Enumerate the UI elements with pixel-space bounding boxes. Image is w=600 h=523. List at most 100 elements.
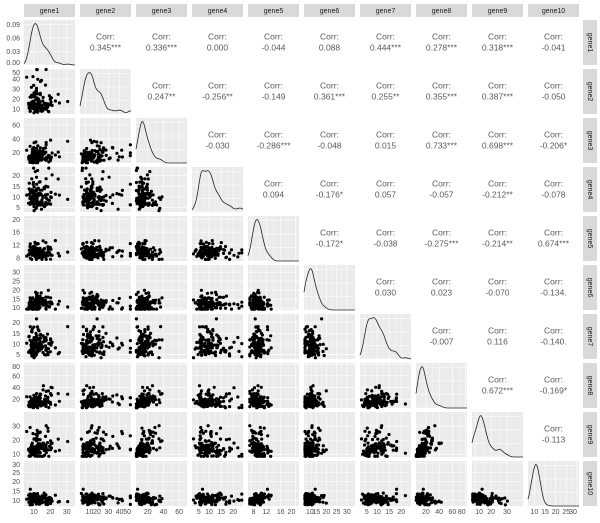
scatter-point	[202, 338, 206, 342]
scatter-point	[40, 297, 44, 301]
scatter-point	[303, 395, 307, 399]
panel-gene5-gene10: Corr:0.674***	[538, 228, 570, 249]
scatter-point	[214, 451, 218, 455]
scatter-point	[33, 343, 37, 347]
scatter-point	[377, 384, 381, 388]
scatter-point	[200, 343, 204, 347]
row-strip-gene3	[583, 118, 597, 163]
scatter-point	[137, 188, 141, 192]
scatter-point	[140, 338, 144, 342]
scatter-point	[41, 334, 45, 338]
scatter-point	[313, 453, 317, 457]
scatter-point	[202, 448, 206, 452]
scatter-point	[90, 338, 94, 342]
scatter-point	[50, 173, 54, 177]
scatter-point	[391, 448, 395, 452]
scatter-point	[214, 432, 219, 436]
scatter-point	[148, 170, 152, 174]
scatter-point	[159, 392, 163, 396]
corr-label: Corr:	[376, 130, 395, 140]
scatter-point	[218, 448, 222, 452]
scatter-point	[313, 325, 317, 329]
scatter-point	[363, 439, 367, 443]
column-strip-label: gene9	[488, 8, 508, 15]
scatter-point	[49, 296, 53, 300]
scatter-point	[250, 428, 254, 432]
scatter-point	[304, 437, 308, 441]
scatter-point	[366, 434, 370, 438]
scatter-point	[47, 160, 51, 164]
scatter-point	[32, 400, 36, 404]
scatter-point	[49, 103, 53, 107]
scatter-point	[29, 397, 33, 401]
scatter-point	[324, 389, 328, 393]
scatter-point	[150, 352, 154, 357]
scatter-point	[104, 249, 108, 253]
scatter-point	[210, 239, 214, 243]
scatter-point	[144, 306, 148, 310]
scatter-point	[35, 96, 39, 100]
scatter-point	[218, 395, 223, 399]
scatter-point	[157, 424, 161, 428]
scatter-point	[200, 404, 204, 408]
scatter-point	[142, 429, 146, 433]
scatter-point	[34, 432, 38, 437]
scatter-point	[42, 157, 47, 161]
scatter-point	[46, 399, 50, 403]
scatter-point	[395, 392, 399, 396]
scatter-point	[219, 348, 223, 352]
scatter-point	[82, 388, 86, 392]
panel-gene3-gene2	[79, 118, 132, 165]
corr-label: Corr:	[208, 32, 227, 42]
scatter-point	[211, 454, 215, 458]
corr-value: -0.149	[261, 92, 285, 102]
panel-gene4-gene6: Corr:-0.176*	[316, 179, 344, 200]
column-strip-gene8	[416, 4, 467, 17]
scatter-point	[128, 350, 132, 354]
scatter-point	[256, 393, 260, 397]
scatter-point	[265, 444, 269, 448]
scatter-point	[199, 392, 203, 396]
panel-gene8-gene8	[415, 363, 467, 409]
panel-gene1-gene6: Corr:0.088	[319, 32, 341, 53]
scatter-point	[34, 188, 39, 193]
corr-value: 0.088	[319, 43, 341, 53]
scatter-point	[32, 83, 36, 87]
scatter-point	[90, 257, 94, 261]
scatter-point	[262, 426, 266, 430]
scatter-point	[38, 103, 42, 107]
scatter-point	[151, 246, 156, 250]
corr-label: Corr:	[488, 130, 507, 140]
scatter-point	[107, 447, 111, 451]
scatter-point	[157, 398, 161, 402]
scatter-point	[29, 343, 33, 347]
corr-value: 0.672***	[482, 386, 514, 396]
scatter-point	[56, 437, 60, 441]
scatter-point	[250, 294, 254, 298]
scatter-point	[307, 351, 311, 355]
scatter-point	[149, 247, 153, 251]
scatter-point	[140, 426, 144, 430]
scatter-point	[49, 341, 53, 345]
scatter-point	[153, 202, 157, 206]
scatter-point	[316, 348, 320, 352]
scatter-point	[27, 301, 31, 305]
scatter-point	[104, 153, 108, 157]
scatter-point	[120, 249, 124, 253]
scatter-point	[266, 434, 270, 438]
scatter-point	[134, 244, 138, 249]
scatter-point	[385, 454, 389, 458]
scatter-point	[32, 299, 36, 303]
corr-label: Corr:	[432, 326, 451, 336]
scatter-point	[144, 239, 148, 243]
scatter-point	[191, 252, 196, 256]
panel-gene1-gene2: Corr:0.345***	[90, 32, 122, 53]
scatter-point	[214, 292, 218, 297]
row-strip-gene2	[583, 69, 597, 114]
scatter-point	[210, 254, 214, 258]
corr-value: 0.057	[375, 190, 397, 200]
scatter-point	[86, 345, 90, 350]
scatter-point	[321, 342, 325, 346]
scatter-point	[116, 158, 120, 162]
scatter-point	[359, 437, 364, 441]
